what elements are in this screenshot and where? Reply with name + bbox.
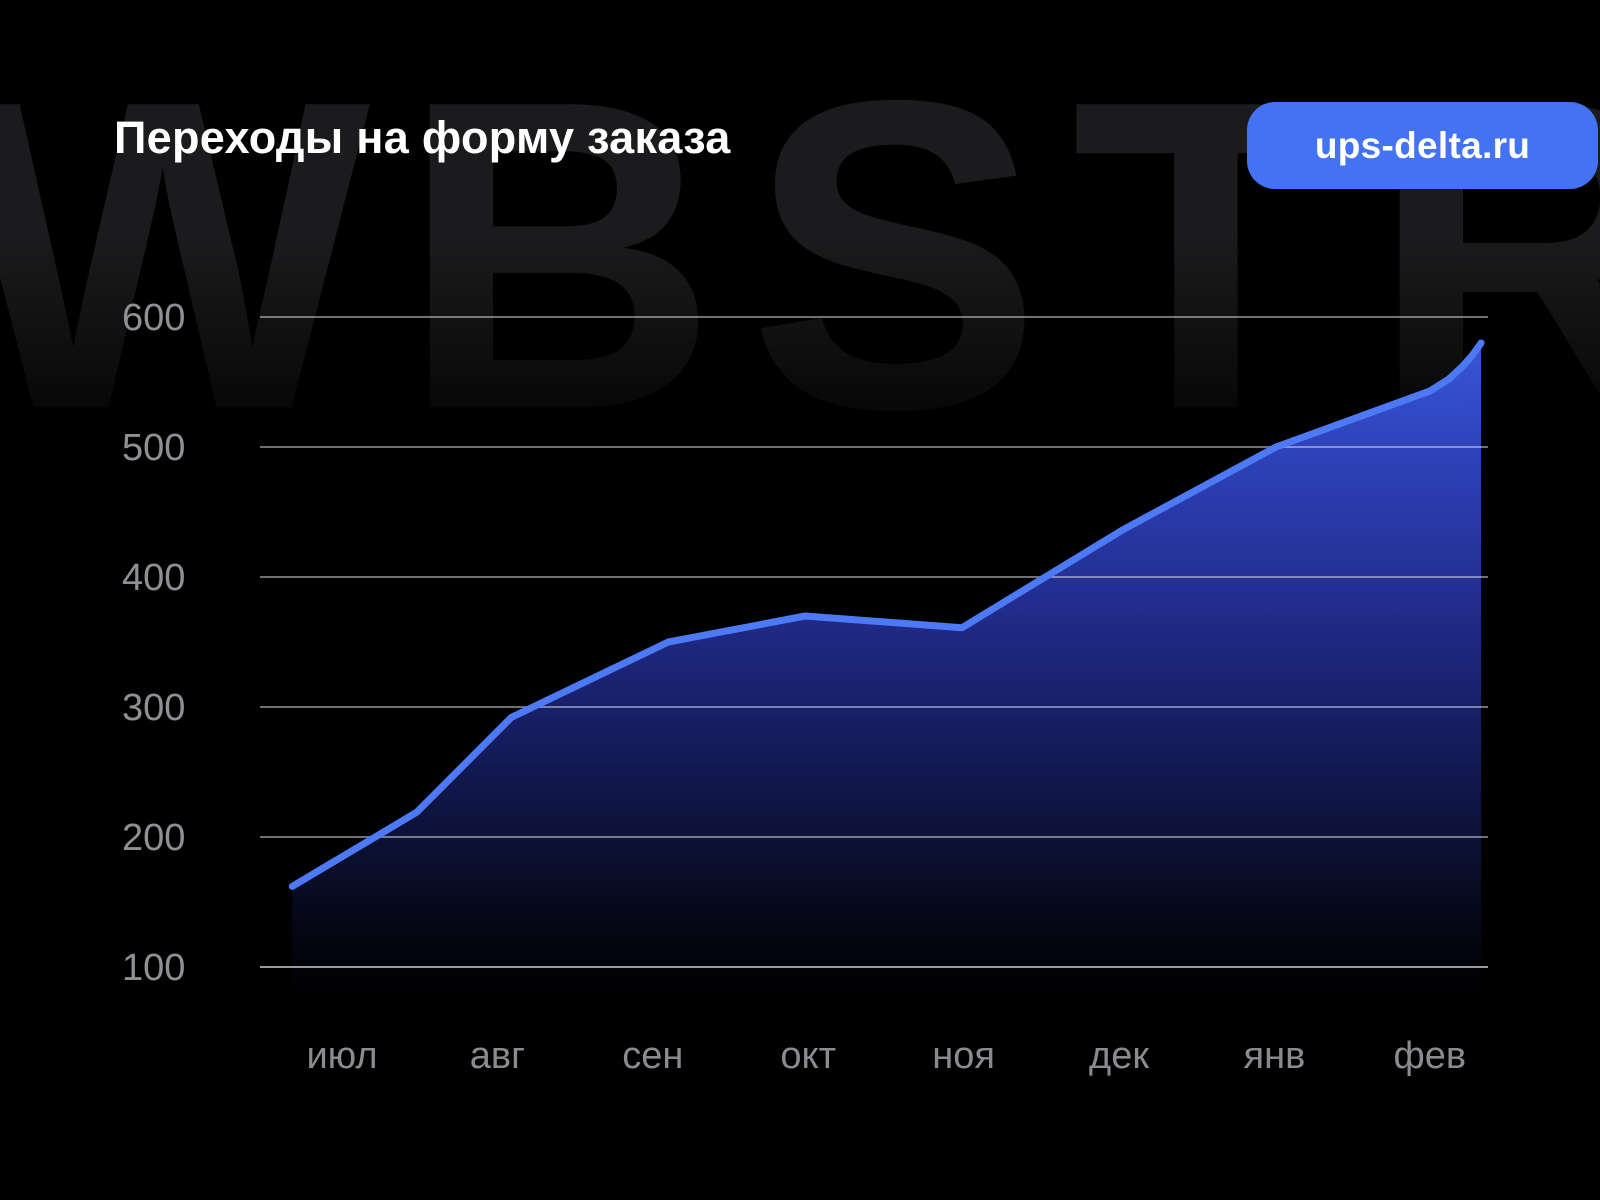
y-tick-300: 300 bbox=[122, 687, 185, 729]
site-badge[interactable]: ups-delta.ru bbox=[1247, 102, 1598, 189]
chart-area-fill bbox=[292, 343, 1482, 1002]
chart-gridlines bbox=[260, 316, 1488, 968]
x-tick-июл: июл bbox=[306, 1035, 377, 1077]
x-tick-окт: окт bbox=[780, 1035, 836, 1077]
x-tick-фев: фев bbox=[1394, 1035, 1467, 1077]
x-axis-labels: июл авг сен окт ноя дек янв фев bbox=[306, 1035, 1466, 1077]
chart-line bbox=[288, 339, 1485, 890]
y-tick-100: 100 bbox=[122, 947, 185, 989]
x-tick-янв: янв bbox=[1244, 1035, 1306, 1077]
y-tick-200: 200 bbox=[122, 817, 185, 859]
chart-title: Переходы на форму заказа bbox=[114, 112, 731, 163]
x-tick-авг: авг bbox=[470, 1035, 525, 1077]
y-axis-labels: 600 500 400 300 200 100 bbox=[122, 297, 185, 989]
x-tick-дек: дек bbox=[1089, 1035, 1149, 1077]
y-tick-600: 600 bbox=[122, 297, 185, 339]
x-tick-сен: сен bbox=[622, 1035, 683, 1077]
y-tick-400: 400 bbox=[122, 557, 185, 599]
y-tick-500: 500 bbox=[122, 427, 185, 469]
site-badge-label: ups-delta.ru bbox=[1314, 124, 1531, 166]
x-tick-ноя: ноя bbox=[932, 1035, 995, 1077]
